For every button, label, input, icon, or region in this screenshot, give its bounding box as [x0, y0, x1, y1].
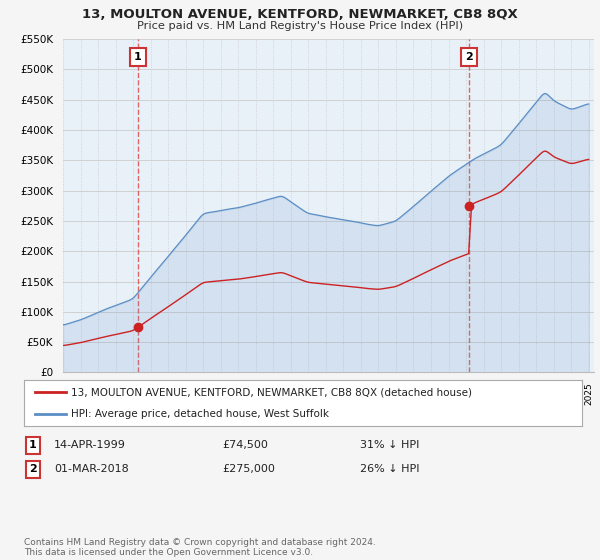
Text: £275,000: £275,000 [222, 464, 275, 474]
Text: 1: 1 [29, 440, 37, 450]
Text: 13, MOULTON AVENUE, KENTFORD, NEWMARKET, CB8 8QX: 13, MOULTON AVENUE, KENTFORD, NEWMARKET,… [82, 8, 518, 21]
Text: 1: 1 [134, 53, 142, 62]
Text: 13, MOULTON AVENUE, KENTFORD, NEWMARKET, CB8 8QX (detached house): 13, MOULTON AVENUE, KENTFORD, NEWMARKET,… [71, 387, 472, 397]
Text: HPI: Average price, detached house, West Suffolk: HPI: Average price, detached house, West… [71, 409, 329, 419]
Text: Contains HM Land Registry data © Crown copyright and database right 2024.
This d: Contains HM Land Registry data © Crown c… [24, 538, 376, 557]
Text: 01-MAR-2018: 01-MAR-2018 [54, 464, 129, 474]
Text: 2: 2 [465, 53, 473, 62]
Text: £74,500: £74,500 [222, 440, 268, 450]
Text: 2: 2 [29, 464, 37, 474]
Text: Price paid vs. HM Land Registry's House Price Index (HPI): Price paid vs. HM Land Registry's House … [137, 21, 463, 31]
Text: 14-APR-1999: 14-APR-1999 [54, 440, 126, 450]
Text: 31% ↓ HPI: 31% ↓ HPI [360, 440, 419, 450]
Text: 26% ↓ HPI: 26% ↓ HPI [360, 464, 419, 474]
